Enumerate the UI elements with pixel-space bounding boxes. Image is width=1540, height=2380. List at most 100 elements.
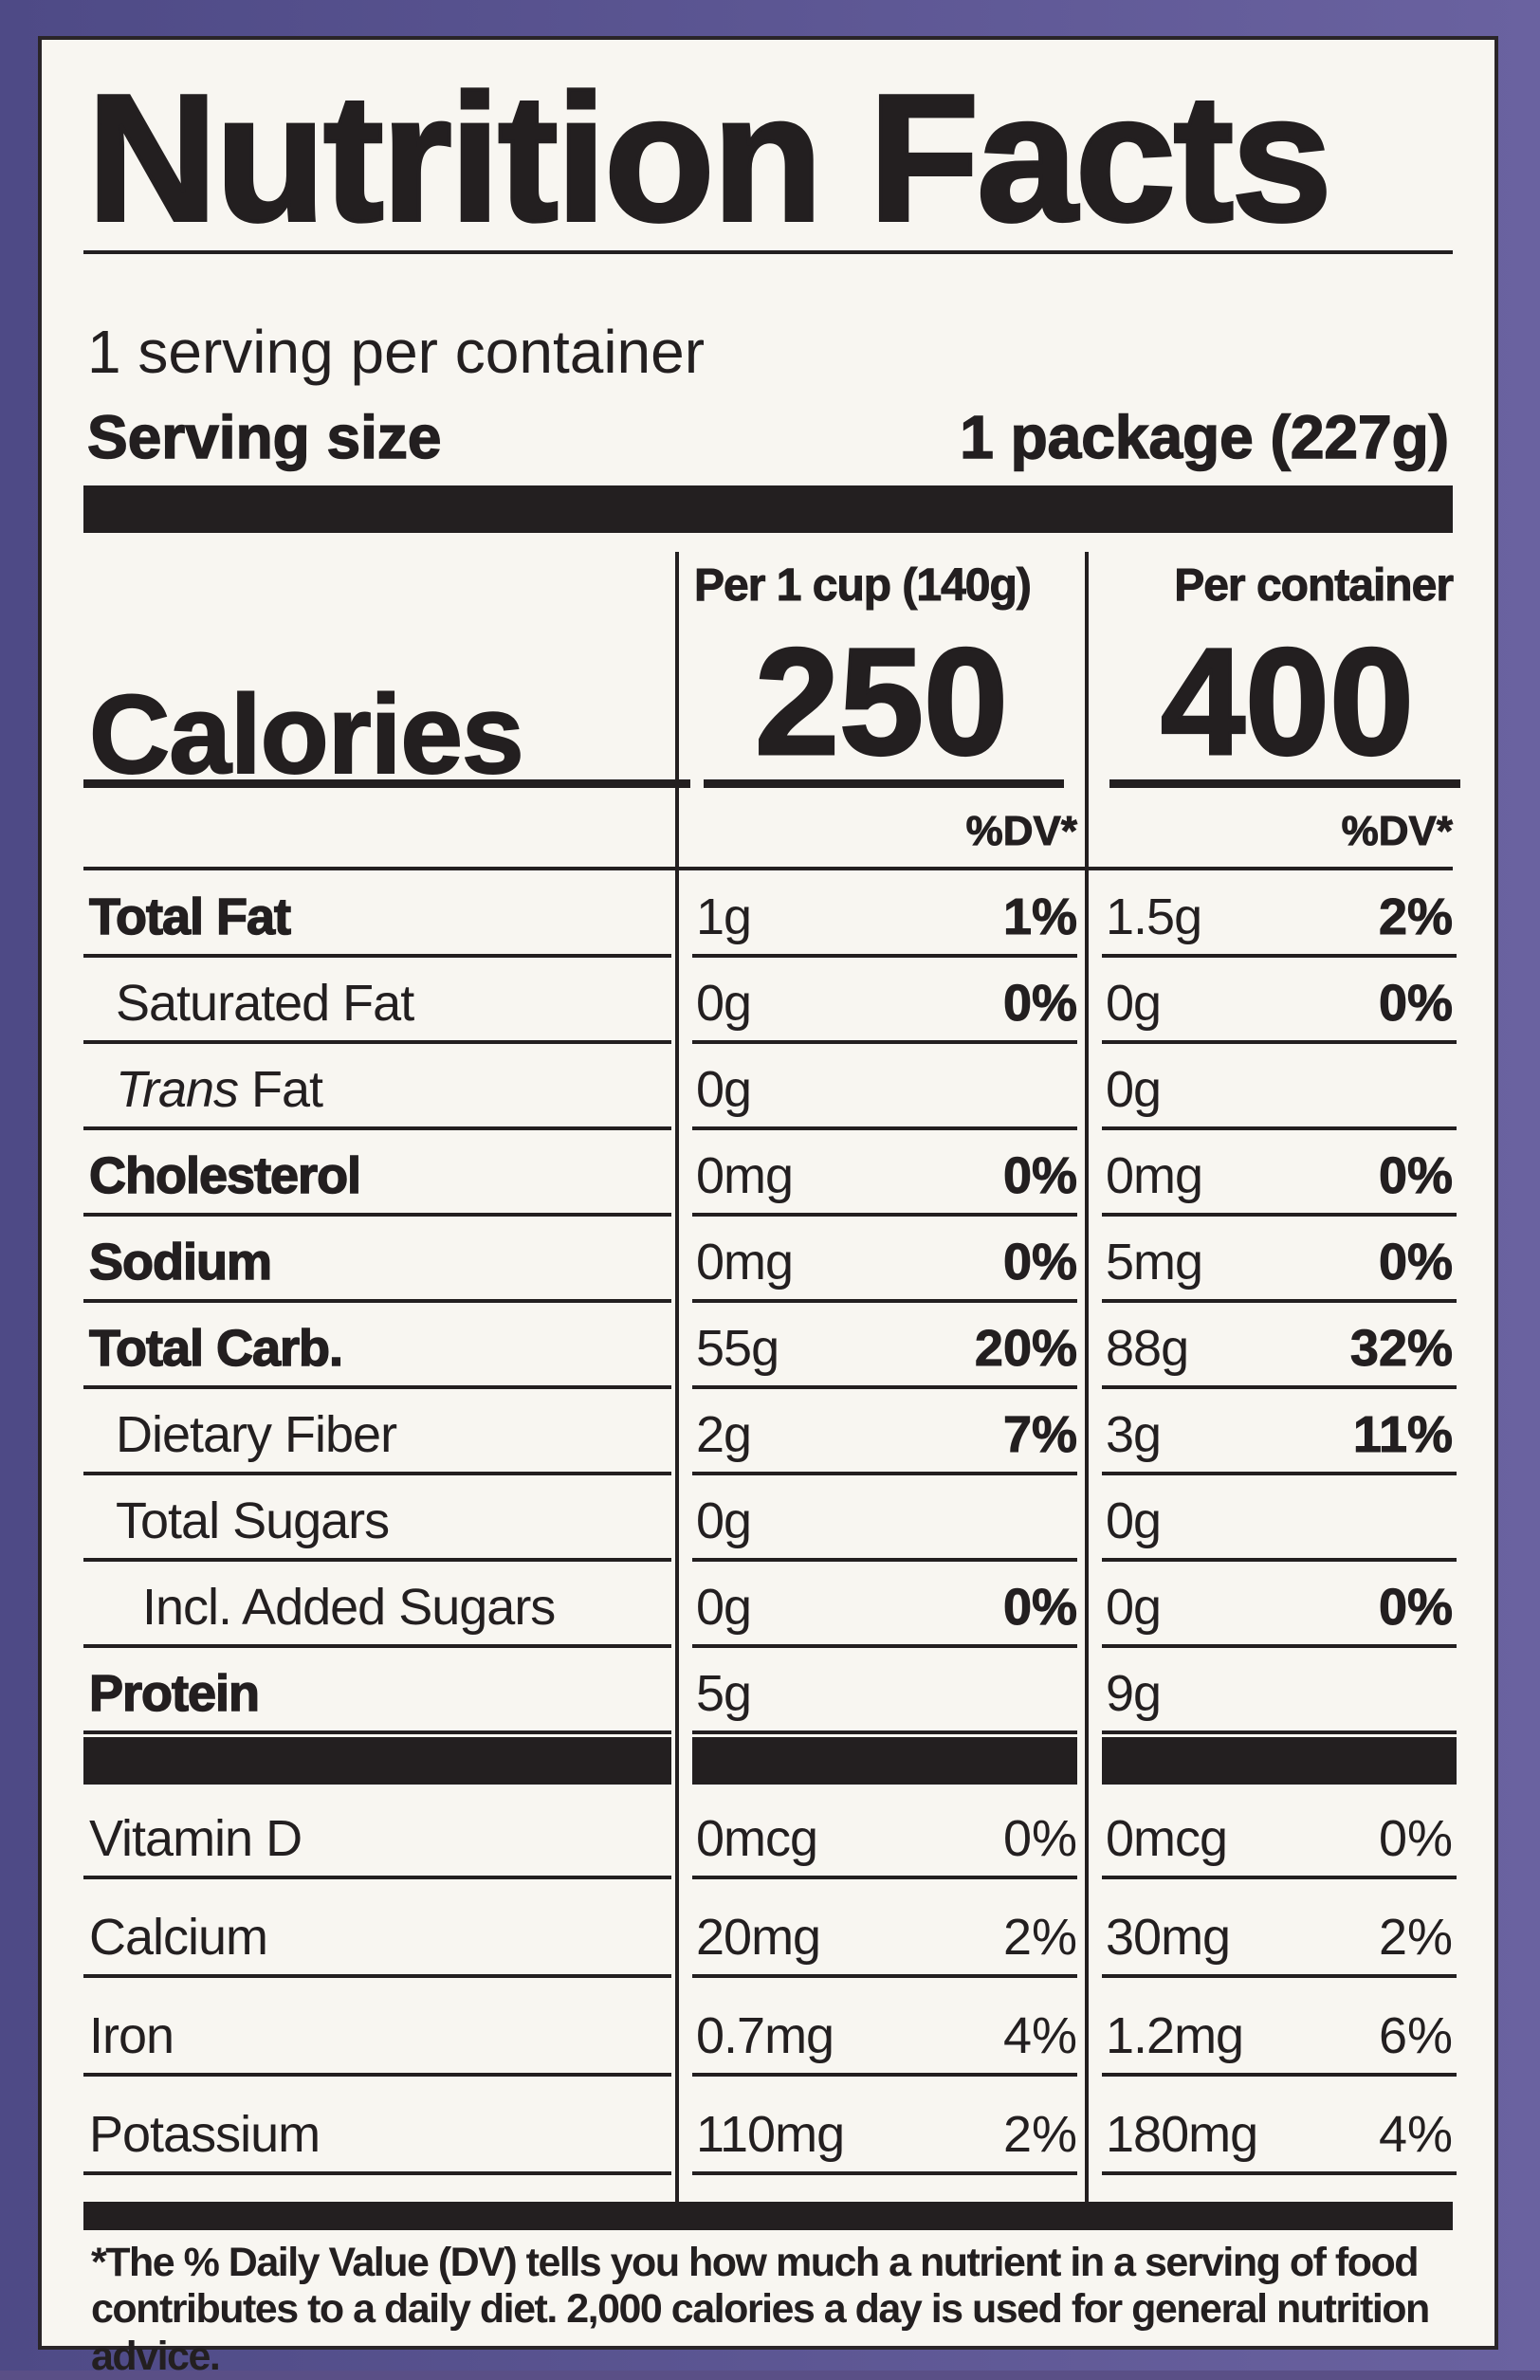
row-divider — [1102, 1299, 1457, 1303]
vitamin-row: Calcium 20mg 2% 30mg 2% — [42, 1891, 1494, 1978]
row-divider — [1102, 2073, 1457, 2077]
col1-amount: 0.7mg — [696, 2007, 834, 2064]
col2-dv-header: %DV* — [1341, 808, 1453, 855]
row-divider — [1102, 1558, 1457, 1562]
row-divider — [83, 1040, 671, 1044]
row-divider — [1102, 1126, 1457, 1130]
row-divider — [692, 2171, 1077, 2175]
col2-dv: 2% — [1378, 1909, 1453, 1966]
row-divider — [692, 1974, 1077, 1978]
col1-dv: 4% — [1002, 2007, 1077, 2064]
nutrient-row: Trans Fat 0g 0g — [42, 1043, 1494, 1130]
col2-dv: 0% — [1378, 1234, 1453, 1291]
col1-dv: 0% — [1002, 1579, 1077, 1637]
col1-dv: 2% — [1002, 2106, 1077, 2163]
col2-amount: 0g — [1106, 1579, 1162, 1636]
nutrient-row: Dietary Fiber 2g 7% 3g 11% — [42, 1388, 1494, 1475]
row-divider — [83, 1385, 671, 1389]
serving-size-value: 1 package (227g) — [959, 402, 1449, 472]
col1-dv: 0% — [1002, 1810, 1077, 1867]
row-divider — [1102, 1730, 1457, 1734]
nutrient-name: Cholesterol — [88, 1146, 362, 1205]
vitamin-row: Potassium 110mg 2% 180mg 4% — [42, 2088, 1494, 2175]
nutrient-row: Saturated Fat 0g 0% 0g 0% — [42, 957, 1494, 1044]
col2-amount: 1.2mg — [1106, 2007, 1244, 2064]
row-divider — [692, 1213, 1077, 1217]
col2-amount: 1.5g — [1106, 888, 1202, 945]
col2-amount: 0g — [1106, 1492, 1162, 1549]
row-divider — [1102, 1213, 1457, 1217]
row-divider — [692, 1385, 1077, 1389]
nutrient-row: Sodium 0mg 0% 5mg 0% — [42, 1216, 1494, 1303]
col2-amount: 0mcg — [1106, 1810, 1228, 1867]
nutrient-name: Protein — [88, 1664, 261, 1723]
row-divider — [83, 1213, 671, 1217]
col2-amount: 9g — [1106, 1665, 1162, 1722]
row-divider — [692, 954, 1077, 958]
nutrient-name: Saturated Fat — [116, 975, 414, 1032]
row-divider — [692, 1730, 1077, 1734]
nutrient-name: Trans Fat — [116, 1061, 323, 1118]
col1-amount: 0g — [696, 975, 752, 1032]
label-title: Nutrition Facts — [85, 58, 1334, 259]
row-divider — [83, 1558, 671, 1562]
nutrient-name: Dietary Fiber — [116, 1406, 397, 1463]
col2-amount: 30mg — [1106, 1909, 1231, 1966]
thick-rule-mid-b — [692, 1737, 1077, 1785]
nutrition-label: Nutrition Facts 1 serving per container … — [38, 36, 1498, 2379]
col1-amount: 5g — [696, 1665, 752, 1722]
row-divider — [1102, 1040, 1457, 1044]
thick-rule-top — [83, 485, 1453, 533]
col2-dv: 6% — [1378, 2007, 1453, 2064]
vitamin-row: Iron 0.7mg 4% 1.2mg 6% — [42, 1989, 1494, 2077]
col2-dv: 2% — [1378, 888, 1453, 946]
col2-dv: 0% — [1378, 1147, 1453, 1205]
calories-label: Calories — [88, 671, 525, 798]
col1-amount: 1g — [696, 888, 752, 945]
row-divider — [692, 2073, 1077, 2077]
vitamin-row: Vitamin D 0mcg 0% 0mcg 0% — [42, 1792, 1494, 1879]
col1-amount: 20mg — [696, 1909, 821, 1966]
col2-dv: 11% — [1352, 1406, 1453, 1464]
row-divider — [83, 954, 671, 958]
col1-dv: 0% — [1002, 1147, 1077, 1205]
col1-dv: 0% — [1002, 1234, 1077, 1291]
col2-amount: 0g — [1106, 1061, 1162, 1118]
row-divider — [83, 2073, 671, 2077]
col2-header: Per container — [1174, 560, 1455, 612]
col1-amount: 0g — [696, 1492, 752, 1549]
col1-amount: 0g — [696, 1579, 752, 1636]
col1-amount: 2g — [696, 1406, 752, 1463]
row-divider — [83, 1876, 671, 1879]
row-divider — [1102, 1472, 1457, 1475]
col2-amount: 5mg — [1106, 1234, 1203, 1291]
column-divider-left — [675, 552, 679, 2202]
col2-amount: 180mg — [1106, 2106, 1258, 2163]
col1-amount: 0mcg — [696, 1810, 818, 1867]
thick-rule-mid-c — [1102, 1737, 1457, 1785]
row-divider — [83, 1299, 671, 1303]
footnote: *The % Daily Value (DV) tells you how mu… — [91, 2240, 1430, 2379]
col2-calories-rule — [1109, 779, 1460, 788]
col1-dv: 2% — [1002, 1909, 1077, 1966]
row-divider — [1102, 1644, 1457, 1648]
serving-size-label: Serving size — [86, 402, 442, 472]
row-divider — [83, 1126, 671, 1130]
col1-amount: 0mg — [696, 1234, 794, 1291]
nutrient-row: Total Carb. 55g 20% 88g 32% — [42, 1302, 1494, 1389]
nutrient-row: Incl. Added Sugars 0g 0% 0g 0% — [42, 1561, 1494, 1648]
row-divider — [692, 1472, 1077, 1475]
row-divider — [1102, 954, 1457, 958]
row-divider — [1102, 1385, 1457, 1389]
calories-label-rule — [83, 779, 690, 788]
row-divider — [692, 1126, 1077, 1130]
nutrient-name: Incl. Added Sugars — [142, 1579, 556, 1636]
col2-dv: 4% — [1378, 2106, 1453, 2163]
row-divider — [83, 1472, 671, 1475]
col1-calories-rule — [704, 779, 1064, 788]
row-divider — [692, 1299, 1077, 1303]
row-divider — [1102, 2171, 1457, 2175]
col2-dv: 0% — [1378, 1810, 1453, 1867]
nutrient-row: Protein 5g 9g — [42, 1647, 1494, 1734]
